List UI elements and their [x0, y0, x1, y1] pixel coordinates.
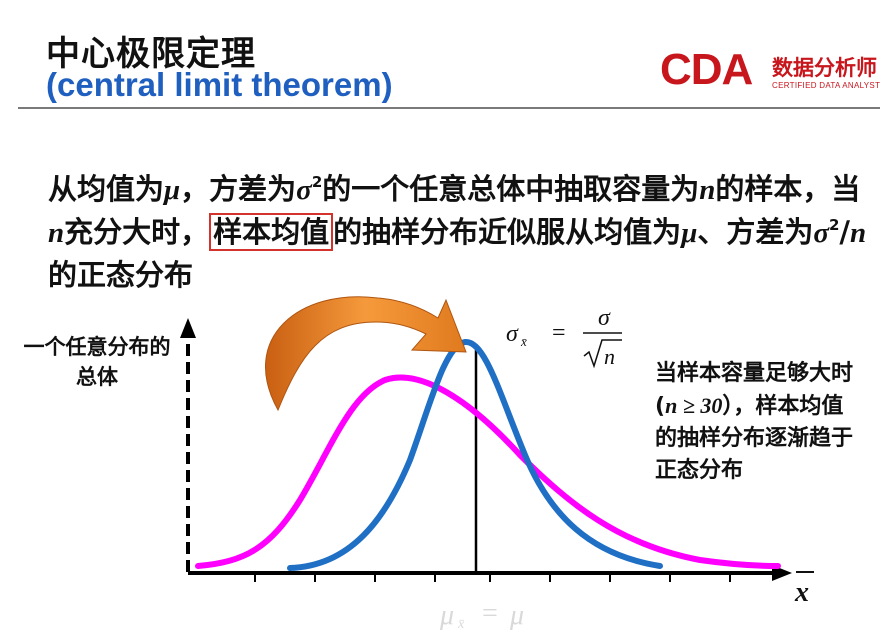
theorem-statement: 从均值为μ，方差为σ2的一个任意总体中抽取容量为n的样本，当n充分大时， 样本均值… — [48, 168, 868, 296]
x-axis-label: x — [794, 577, 809, 608]
sqrt-icon — [583, 339, 622, 369]
x-axis-ticks — [254, 573, 731, 582]
formula-mu-xbar: μ x̄ = μ — [439, 598, 524, 631]
logo-letters: CDA — [660, 45, 753, 94]
statement-seg5: 充分大时， — [64, 215, 210, 249]
symbol-sigma-2: σ — [813, 217, 829, 249]
formula-sigma-xbar: σ x̄ = σ n — [506, 305, 622, 369]
statement-seg7: 、方差为 — [697, 215, 814, 249]
symbol-n-2: n — [48, 217, 65, 249]
title-chinese: 中心极限定理 — [46, 34, 256, 74]
symbol-mu-2: μ — [681, 217, 698, 249]
curved-arrow-icon — [265, 296, 467, 412]
population-label: 一个任意分布的总体 — [23, 335, 171, 389]
note-condition: n ≥ 30 — [665, 393, 723, 418]
formula-sigma-num: σ — [598, 305, 611, 331]
symbol-n: n — [699, 174, 716, 206]
formula-sigma-eq: = — [552, 320, 566, 346]
title-english: (central limit theorem) — [46, 66, 393, 103]
highlight-sample-mean: 样本均值 — [209, 213, 334, 251]
y-axis-arrow-icon — [180, 318, 196, 338]
note-line2: ），样本均值的抽样分布逐渐趋于正态分布 — [655, 394, 854, 483]
sample-size-note: 当样本容量足够大时(n ≥ 30），样本均值的抽样分布逐渐趋于正态分布 — [655, 358, 865, 487]
formula-sigma-lhs: σ — [506, 321, 519, 347]
symbol-sigma: σ — [296, 174, 312, 206]
title-divider — [18, 107, 880, 109]
logo-english: CERTIFIED DATA ANALYST — [772, 81, 881, 90]
formula-mu-rhs: μ — [509, 600, 524, 631]
symbol-n-3: n — [850, 217, 867, 249]
note-line1: 当样本容量足够大时( — [655, 361, 854, 419]
formula-mu-lhs-sub: x̄ — [457, 617, 465, 631]
x-axis-arrow-icon — [772, 565, 792, 581]
formula-mu-lhs: μ — [439, 600, 454, 631]
formula-sigma-lhs-sub: x̄ — [520, 334, 527, 349]
symbol-square: 2 — [311, 173, 323, 191]
statement-seg6: 的抽样分布近似服从均值为 — [333, 215, 682, 249]
formula-mu-eq: = — [482, 598, 498, 629]
statement-seg8: 的正态分布 — [48, 258, 194, 292]
symbol-slash: / — [839, 215, 851, 249]
symbol-mu: μ — [164, 174, 181, 206]
statement-seg4: 的样本，当 — [715, 172, 861, 206]
cda-logo: CDA 数据分析师 CERTIFIED DATA ANALYST — [660, 48, 885, 96]
population-curve — [195, 374, 781, 569]
symbol-square-2: 2 — [828, 216, 840, 234]
sampling-distribution-curve — [287, 339, 663, 571]
statement-seg2: ，方差为 — [180, 172, 297, 206]
logo-chinese: 数据分析师 — [772, 56, 877, 80]
statement-seg3: 的一个任意总体中抽取容量为 — [322, 172, 700, 206]
formula-sigma-den: n — [604, 344, 615, 369]
statement-seg1: 从均值为 — [48, 172, 165, 206]
